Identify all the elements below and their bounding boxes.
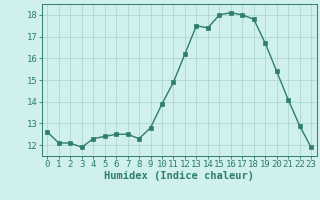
X-axis label: Humidex (Indice chaleur): Humidex (Indice chaleur)	[104, 171, 254, 181]
